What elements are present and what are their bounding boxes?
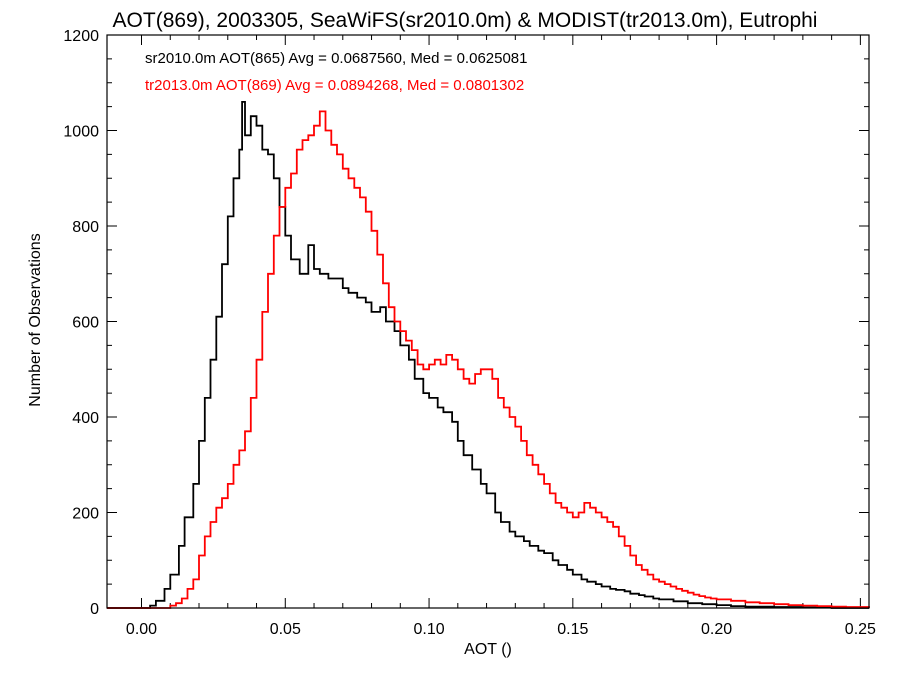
series-line-black [107, 101, 869, 609]
chart-title: AOT(869), 2003305, SeaWiFS(sr2010.0m) & … [113, 9, 818, 32]
legend-entry-red-series: tr2013.0m AOT(869) Avg = 0.0894268, Med … [145, 77, 524, 94]
y-tick-label: 0 [90, 601, 99, 618]
y-tick-label: 1000 [63, 124, 99, 141]
x-tick-label: 0.10 [413, 621, 444, 638]
x-tick-label: 0.20 [701, 621, 732, 638]
y-axis-label: Number of Observations [27, 233, 44, 406]
legend: sr2010.0m AOT(865) Avg = 0.0687560, Med … [145, 50, 528, 94]
x-tick-label: 0.05 [270, 621, 301, 638]
y-tick-label: 200 [72, 506, 99, 523]
x-tick-label: 0.15 [557, 621, 588, 638]
x-axis-label: AOT () [464, 641, 512, 658]
axes: 0.00 0.05 0.10 0.15 0.20 0.25 0 200 400 600 800 100… [63, 28, 876, 638]
y-tick-label: 800 [72, 219, 99, 236]
x-tick-label: 0.25 [845, 621, 876, 638]
plot-frame [106, 34, 870, 609]
series-line-red [107, 110, 870, 609]
x-tick-label: 0.00 [126, 621, 157, 638]
legend-entry-black-series: sr2010.0m AOT(865) Avg = 0.0687560, Med … [145, 50, 528, 67]
y-tick-label: 400 [72, 410, 99, 427]
series-layer [107, 101, 870, 609]
y-tick-label: 1200 [63, 28, 99, 45]
y-tick-label: 600 [72, 315, 99, 332]
